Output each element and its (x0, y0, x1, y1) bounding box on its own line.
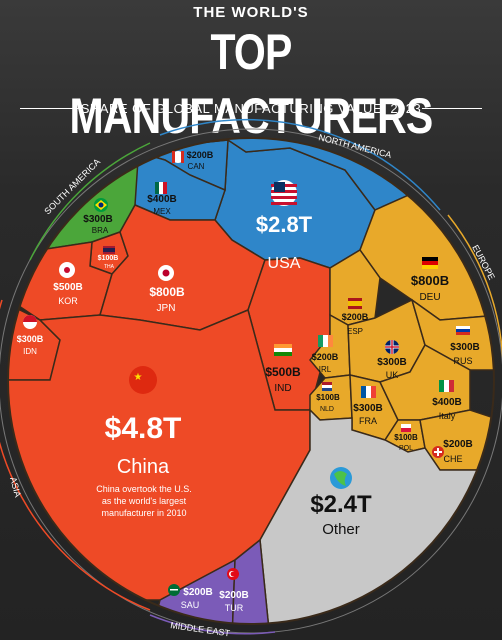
flag-irl-icon (318, 335, 333, 347)
cell-tur (231, 538, 271, 624)
flag-italy-icon (439, 380, 454, 392)
value-china: $4.8T (105, 412, 182, 445)
name-idn: IDN (23, 347, 37, 356)
value-ind: $500B (265, 365, 301, 379)
name-esp: ESP (347, 327, 363, 336)
arc-asia (0, 299, 151, 611)
name-tha: THA (104, 264, 115, 270)
name-deu: DEU (419, 292, 440, 303)
flag-idn-icon (23, 315, 37, 329)
flag-che-icon (432, 446, 444, 458)
value-nld: $100B (316, 393, 340, 402)
flag-uk-icon (385, 340, 399, 354)
label-asia: ASIA (8, 476, 23, 498)
annotation-line-3: manufacturer in 2010 (101, 508, 186, 518)
value-sau: $200B (183, 587, 212, 598)
circle-border (7, 137, 495, 625)
flag-tha-icon (103, 246, 115, 254)
value-jpn: $800B (149, 285, 185, 299)
flag-kor-icon (59, 262, 75, 278)
name-jpn: JPN (157, 303, 176, 314)
title-rule-left (20, 108, 80, 109)
annotation-line-1: China overtook the U.S. (96, 484, 192, 494)
flag-can-icon (172, 151, 184, 163)
name-irl: IRL (319, 365, 332, 374)
name-italy: Italy (439, 411, 456, 421)
value-rus: $300B (450, 342, 479, 353)
flag-sau-icon (168, 584, 180, 596)
value-can: $200B (187, 150, 214, 160)
value-idn: $300B (17, 334, 44, 344)
annotation-line-2: as the world's largest (102, 496, 187, 506)
cell-na-edge (128, 138, 422, 211)
value-bra: $300B (83, 214, 112, 225)
svg-text:★: ★ (134, 372, 143, 383)
name-bra: BRA (92, 226, 109, 235)
value-tha: $100B (98, 255, 119, 262)
flag-fra-icon (361, 386, 376, 398)
value-esp: $200B (342, 312, 369, 322)
flag-usa-icon (271, 180, 297, 206)
name-pol: POL (399, 445, 413, 452)
arc-europe (447, 214, 502, 361)
name-kor: KOR (58, 296, 78, 306)
main-title: TOP MANUFACTURERS (69, 24, 434, 144)
arc-south-america (29, 142, 151, 261)
value-kor: $500B (53, 282, 82, 293)
value-mex: $400B (147, 194, 176, 205)
kicker-title: THE WORLD'S (193, 4, 309, 21)
name-sau: SAU (181, 600, 200, 610)
name-other: Other (322, 521, 360, 538)
value-italy: $400B (432, 397, 461, 408)
value-uk: $300B (377, 357, 406, 368)
arc-middle-east (149, 614, 276, 635)
arc-north-america (159, 118, 441, 211)
flag-tur-icon (227, 568, 239, 580)
flag-other-icon (330, 467, 352, 489)
value-usa: $2.8T (256, 212, 313, 237)
name-che: CHE (443, 454, 462, 464)
flag-mex-icon (155, 182, 167, 194)
flag-nld-icon (322, 382, 332, 391)
flag-china-icon: ★ (129, 366, 157, 394)
flag-bra-icon (94, 198, 108, 212)
value-tur: $200B (219, 590, 248, 601)
value-fra: $300B (353, 403, 382, 414)
flag-esp-icon (348, 298, 362, 309)
flag-rus-icon (456, 326, 470, 335)
flag-deu-icon (422, 257, 438, 269)
value-che: $200B (443, 439, 472, 450)
name-ind: IND (274, 383, 291, 394)
flag-jpn-icon (158, 265, 174, 281)
name-mex: MEX (153, 207, 171, 216)
name-can: CAN (188, 162, 205, 171)
name-tur: TUR (225, 603, 244, 613)
value-deu: $800B (411, 273, 449, 288)
name-china: China (117, 456, 170, 478)
name-nld: NLD (320, 406, 334, 413)
value-other: $2.4T (310, 491, 372, 518)
value-irl: $200B (312, 352, 339, 362)
name-usa: USA (268, 255, 301, 272)
name-uk: UK (386, 370, 399, 380)
subtitle: SHARE OF GLOBAL MANUFACTURING VALUE, 202… (80, 101, 422, 116)
value-pol: $100B (394, 433, 418, 442)
name-fra: FRA (359, 416, 377, 426)
flag-pol-icon (401, 424, 411, 432)
title-rule-right (422, 108, 482, 109)
flag-ind-icon (274, 344, 292, 356)
name-rus: RUS (453, 356, 472, 366)
